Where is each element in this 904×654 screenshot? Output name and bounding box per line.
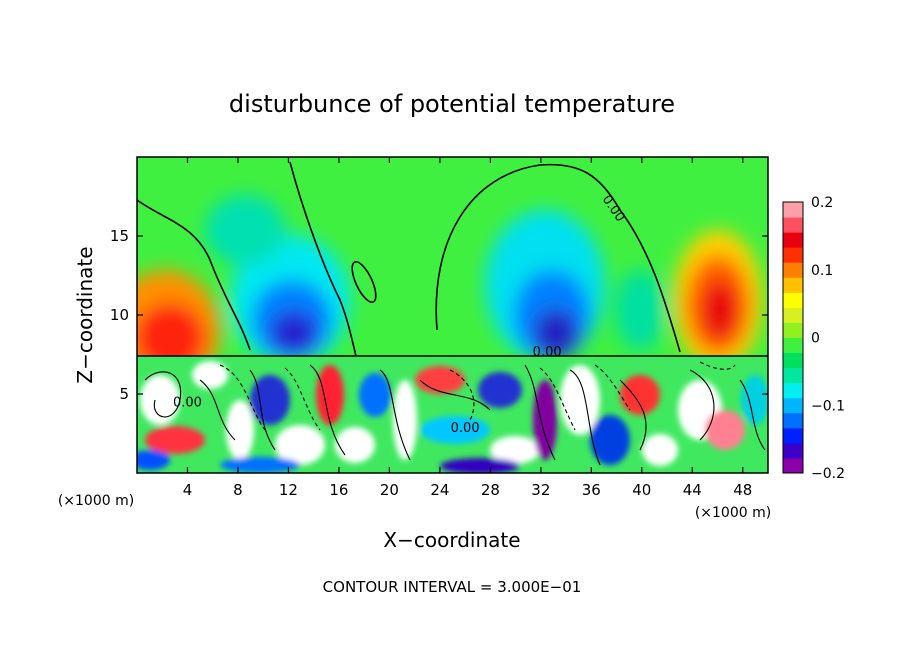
warm-anomaly-right-core	[702, 280, 738, 340]
colorbar-tick-label: −0.2	[811, 466, 845, 482]
y-tick-label: 5	[119, 385, 129, 403]
colorbar-cell	[783, 322, 803, 338]
colorbar-tick-label: 0	[811, 331, 820, 347]
colorbar-cell	[783, 202, 803, 218]
eddy	[220, 457, 300, 473]
eddy	[316, 365, 344, 425]
plot-area: 0.000.000.000.00	[137, 157, 768, 473]
eddy	[359, 373, 391, 417]
colorbar-tick-label: −0.1	[811, 398, 845, 414]
colorbar-cell	[783, 352, 803, 369]
eddy	[275, 425, 325, 465]
x-tick-label: 40	[632, 481, 651, 499]
colorbar-cell	[783, 367, 803, 384]
eddy	[560, 365, 600, 435]
x-tick-label: 48	[733, 481, 752, 499]
colorbar-tick-label: 0.2	[811, 195, 833, 211]
x-axis-label: X−coordinate	[383, 528, 520, 552]
eddy	[140, 375, 180, 425]
colorbar-cell	[783, 457, 803, 474]
cold-plume-left-core	[270, 311, 318, 355]
eddy	[533, 380, 557, 460]
cool-upper-left	[205, 195, 285, 265]
colorbar-cell	[783, 292, 803, 308]
colorbar-cell	[783, 262, 803, 278]
contour-label: 0.00	[533, 345, 562, 360]
x-tick-label: 44	[683, 481, 702, 499]
colorbar-cells	[783, 202, 803, 474]
lower-field	[137, 356, 768, 473]
eddy	[415, 366, 465, 394]
colorbar-cell	[783, 442, 803, 459]
x-tick-label: 8	[233, 481, 243, 499]
x-axis-ticks: 4 8 12 16 20 24 28 32 36 40 44 48	[183, 157, 752, 499]
x-tick-label: 12	[279, 481, 298, 499]
colorbar-cell	[783, 232, 803, 248]
x-tick-label: 32	[531, 481, 550, 499]
eddy	[620, 375, 660, 415]
eddy	[145, 426, 205, 454]
eddy	[420, 416, 490, 444]
eddy	[335, 427, 375, 463]
x-tick-label: 24	[430, 481, 449, 499]
zero-contour-center	[435, 163, 681, 353]
eddy	[590, 415, 630, 465]
colorbar-ticks: 0.2 0.1 0 −0.1 −0.2	[811, 195, 845, 482]
x-tick-label: 16	[329, 481, 348, 499]
x-tick-label: 36	[582, 481, 601, 499]
eddy	[741, 375, 768, 425]
eddy	[478, 372, 522, 408]
lower-contours	[144, 364, 766, 466]
colorbar: 0.2 0.1 0 −0.1 −0.2	[782, 195, 845, 482]
eddy	[490, 436, 540, 464]
y-tick-label: 15	[110, 227, 129, 245]
eddy	[440, 458, 520, 473]
upper-field	[137, 195, 763, 390]
colorbar-cell	[783, 412, 803, 429]
cool-right-side	[615, 270, 665, 350]
eddy	[250, 375, 290, 425]
eddy	[137, 450, 170, 470]
lower-dashed-contours	[219, 361, 736, 431]
colorbar-cell	[783, 277, 803, 293]
colorbar-cell	[783, 337, 803, 354]
eddy	[642, 434, 678, 466]
contour-label: 0.00	[173, 396, 202, 411]
y-tick-label: 10	[110, 306, 129, 324]
x-unit-left: (×1000 m)	[58, 493, 134, 509]
x-unit-right: (×1000 m)	[695, 505, 771, 521]
colorbar-cell	[783, 427, 803, 444]
colorbar-frame	[782, 201, 804, 474]
colorbar-cell	[783, 247, 803, 263]
colorbar-cell	[783, 217, 803, 233]
zero-contour-island	[351, 260, 377, 304]
x-tick-label: 4	[183, 481, 193, 499]
colorbar-cell	[783, 397, 803, 414]
eddy	[226, 400, 254, 460]
y-axis-label: Z−coordinate	[73, 246, 97, 383]
contour-label: 0.00	[451, 421, 480, 436]
y-axis-ticks: 5 10 15	[110, 227, 768, 403]
eddy	[192, 361, 228, 389]
contour-interval-note: CONTOUR INTERVAL = 3.000E−01	[323, 578, 582, 596]
contour-lines	[137, 161, 768, 466]
contour-labels: 0.000.000.000.00	[173, 193, 628, 436]
cold-plume-right-core	[534, 309, 578, 357]
x-tick-label: 20	[380, 481, 399, 499]
colorbar-cell	[783, 307, 803, 323]
chart-title: disturbunce of potential temperature	[229, 90, 675, 118]
x-tick-label: 28	[481, 481, 500, 499]
colorbar-tick-label: 0.1	[811, 263, 833, 279]
eddy	[705, 410, 745, 450]
eddy	[393, 380, 417, 460]
zero-contour-left	[137, 161, 357, 357]
colorbar-cell	[783, 382, 803, 399]
